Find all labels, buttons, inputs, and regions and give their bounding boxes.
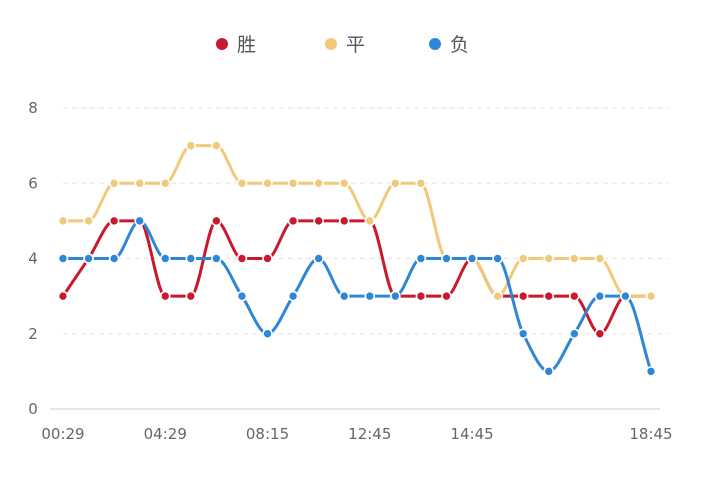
x-tick-label: 08:15 bbox=[246, 425, 289, 443]
data-point[interactable] bbox=[57, 253, 69, 264]
data-point[interactable] bbox=[517, 328, 529, 340]
data-point[interactable] bbox=[57, 215, 69, 227]
legend-label: 平 bbox=[346, 34, 365, 56]
legend-item[interactable]: 平 bbox=[325, 34, 365, 56]
y-axis-ticks: 0 2 4 6 8 bbox=[28, 99, 38, 418]
data-point[interactable] bbox=[415, 253, 427, 264]
data-point[interactable] bbox=[492, 290, 503, 302]
data-point[interactable] bbox=[543, 366, 555, 377]
data-point[interactable] bbox=[287, 215, 299, 227]
x-tick-label: 04:29 bbox=[144, 425, 187, 443]
data-point[interactable] bbox=[262, 177, 273, 189]
y-tick-label: 0 bbox=[28, 400, 38, 418]
data-point[interactable] bbox=[313, 215, 324, 227]
data-point[interactable] bbox=[108, 215, 120, 227]
data-point[interactable] bbox=[441, 253, 452, 264]
data-point[interactable] bbox=[492, 253, 503, 264]
legend-label: 胜 bbox=[237, 34, 256, 56]
data-point[interactable] bbox=[338, 290, 350, 302]
data-point[interactable] bbox=[594, 290, 606, 302]
data-point[interactable] bbox=[569, 290, 580, 302]
data-point[interactable] bbox=[134, 215, 145, 227]
x-tick-label: 00:29 bbox=[41, 425, 84, 443]
data-point[interactable] bbox=[594, 253, 606, 264]
data-point[interactable] bbox=[364, 215, 376, 227]
legend-marker bbox=[216, 38, 228, 50]
legend: 胜平负 bbox=[216, 34, 469, 56]
data-point[interactable] bbox=[338, 177, 350, 189]
y-tick-label: 8 bbox=[28, 99, 38, 117]
data-point[interactable] bbox=[236, 290, 248, 302]
data-point[interactable] bbox=[594, 328, 606, 340]
data-point[interactable] bbox=[517, 290, 529, 302]
data-point[interactable] bbox=[543, 253, 555, 264]
legend-item[interactable]: 胜 bbox=[216, 34, 256, 56]
data-point[interactable] bbox=[108, 253, 120, 264]
data-point[interactable] bbox=[390, 290, 401, 302]
data-point[interactable] bbox=[569, 328, 580, 340]
data-point[interactable] bbox=[185, 140, 197, 151]
data-point[interactable] bbox=[313, 253, 324, 264]
data-point[interactable] bbox=[543, 290, 555, 302]
y-tick-label: 4 bbox=[28, 250, 38, 268]
data-point[interactable] bbox=[134, 177, 145, 189]
data-point[interactable] bbox=[364, 290, 376, 302]
data-point[interactable] bbox=[517, 253, 529, 264]
data-point[interactable] bbox=[211, 253, 222, 264]
x-tick-label: 18:45 bbox=[629, 425, 672, 443]
legend-marker bbox=[325, 38, 337, 50]
legend-label: 负 bbox=[450, 34, 469, 56]
data-point[interactable] bbox=[287, 290, 299, 302]
data-point[interactable] bbox=[236, 253, 248, 264]
data-point[interactable] bbox=[262, 328, 273, 340]
data-point[interactable] bbox=[620, 290, 631, 302]
data-point[interactable] bbox=[390, 177, 401, 189]
data-point[interactable] bbox=[159, 177, 171, 189]
data-point[interactable] bbox=[645, 290, 657, 302]
data-point[interactable] bbox=[441, 290, 452, 302]
y-tick-label: 2 bbox=[28, 325, 38, 343]
data-point[interactable] bbox=[83, 215, 94, 227]
data-point[interactable] bbox=[211, 215, 222, 227]
data-point[interactable] bbox=[185, 253, 197, 264]
data-point[interactable] bbox=[313, 177, 324, 189]
data-point[interactable] bbox=[415, 177, 427, 189]
series-lines bbox=[61, 144, 653, 373]
data-point[interactable] bbox=[108, 177, 120, 189]
data-point[interactable] bbox=[185, 290, 197, 302]
data-point[interactable] bbox=[236, 177, 248, 189]
x-axis: 00:29 04:29 08:15 12:45 14:45 18:45 bbox=[41, 408, 673, 443]
data-point[interactable] bbox=[645, 366, 657, 377]
data-point[interactable] bbox=[466, 253, 478, 264]
data-point[interactable] bbox=[262, 253, 273, 264]
data-point[interactable] bbox=[211, 140, 222, 151]
data-point[interactable] bbox=[415, 290, 427, 302]
legend-item[interactable]: 负 bbox=[429, 34, 469, 56]
y-tick-label: 6 bbox=[28, 174, 38, 192]
data-point[interactable] bbox=[338, 215, 350, 227]
x-tick-label: 14:45 bbox=[450, 425, 493, 443]
legend-marker bbox=[429, 38, 441, 50]
series-points bbox=[57, 140, 657, 377]
data-point[interactable] bbox=[287, 177, 299, 189]
data-point[interactable] bbox=[57, 290, 69, 302]
data-point[interactable] bbox=[83, 253, 94, 264]
data-point[interactable] bbox=[159, 253, 171, 264]
data-point[interactable] bbox=[159, 290, 171, 302]
x-tick-label: 12:45 bbox=[348, 425, 391, 443]
data-point[interactable] bbox=[569, 253, 580, 264]
